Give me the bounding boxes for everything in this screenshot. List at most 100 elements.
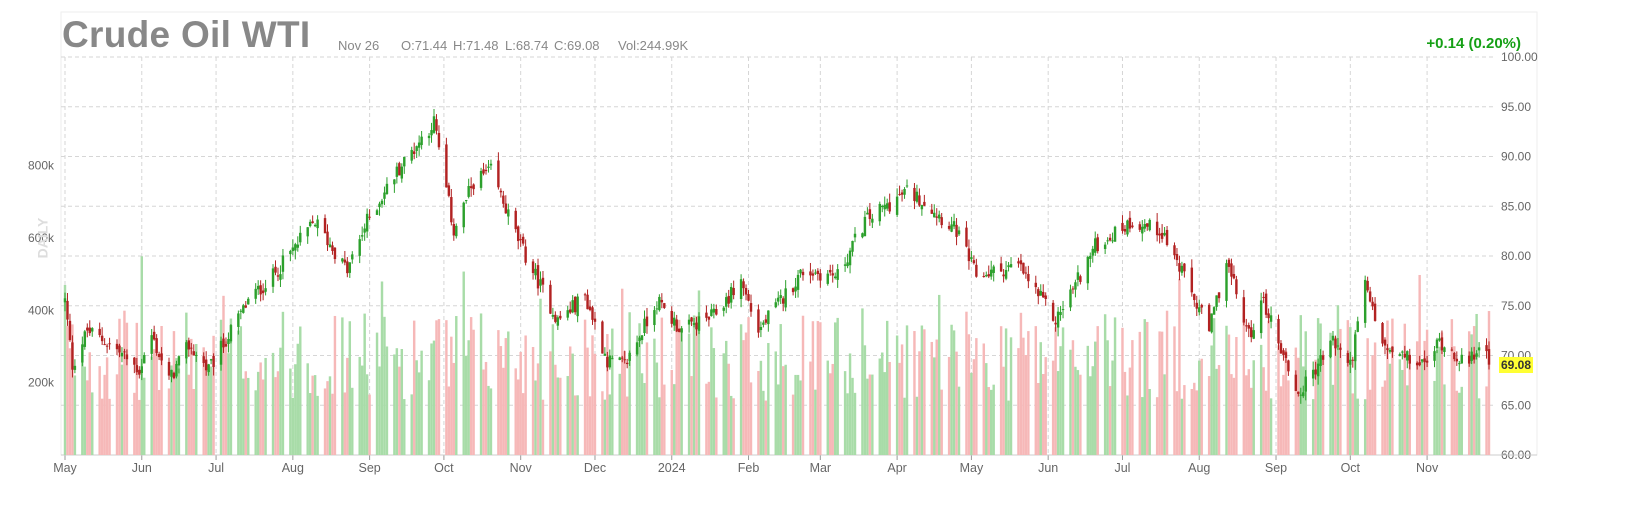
volume-bar — [1485, 386, 1488, 455]
candle-body — [420, 136, 423, 146]
candle-body — [1009, 264, 1013, 268]
x-tick-label: Aug — [1188, 461, 1210, 475]
candle-body — [913, 187, 916, 201]
volume-bar — [140, 256, 143, 455]
candle-body — [1425, 360, 1429, 363]
volume-bar — [1245, 375, 1248, 455]
volume-bar — [853, 392, 857, 455]
volume-bar — [1163, 374, 1166, 455]
volume-bar — [762, 390, 765, 455]
candle-body — [261, 290, 265, 294]
volume-bar — [271, 352, 275, 455]
candle-body — [715, 309, 718, 315]
volume-bar — [1408, 359, 1411, 455]
volume-bar — [204, 364, 208, 455]
candle-body — [1198, 307, 1201, 313]
volume-bar — [705, 383, 708, 455]
candle-body — [559, 315, 562, 319]
candle-body — [831, 273, 834, 276]
candle-body — [918, 195, 921, 206]
candle-body — [1282, 350, 1285, 355]
volume-bar — [1235, 337, 1238, 455]
volume-bar — [816, 321, 820, 455]
volume-bar — [1472, 326, 1476, 455]
candle-body — [985, 275, 988, 277]
candle-body — [663, 303, 666, 308]
candle-body — [888, 202, 891, 212]
volume-bar — [1294, 347, 1298, 455]
candle-body — [1160, 232, 1164, 239]
volume-bar — [1247, 369, 1250, 455]
candle-body — [1487, 349, 1491, 365]
volume-bar — [935, 339, 938, 455]
candle-body — [1455, 358, 1459, 362]
volume-bar — [71, 324, 74, 455]
volume-bar — [455, 316, 458, 455]
candle-body — [653, 310, 656, 326]
candle-body — [1103, 244, 1107, 250]
volume-bar — [1037, 383, 1040, 455]
volume-bar — [502, 367, 505, 455]
volume-bar — [190, 338, 193, 455]
candle-body — [1042, 291, 1045, 298]
volume-bar — [603, 399, 607, 455]
volume-bar — [715, 397, 718, 455]
volume-bar — [383, 316, 386, 455]
candle-body — [521, 236, 525, 244]
volume-bar — [1113, 317, 1117, 455]
volume-bar — [1079, 374, 1082, 455]
volume-bar — [1475, 313, 1478, 455]
candle-body — [982, 275, 986, 277]
candle-body — [1039, 290, 1042, 296]
volume-bar — [784, 364, 787, 455]
candle-body — [905, 185, 909, 187]
volume-bar — [328, 376, 332, 455]
volume-bar — [521, 393, 525, 455]
candle-body — [73, 365, 77, 370]
volume-bar — [905, 325, 909, 455]
volume-bar — [224, 341, 228, 455]
candle-body — [1366, 280, 1369, 291]
candle-body — [881, 205, 884, 208]
quote-volume: Vol:244.99K — [618, 38, 689, 53]
volume-bar — [469, 317, 473, 455]
volume-bar — [878, 358, 881, 455]
volume-bar — [427, 380, 431, 455]
volume-bar — [415, 360, 418, 455]
candle-body — [779, 295, 782, 299]
candle-body — [853, 233, 857, 238]
x-tick-label: Aug — [282, 461, 304, 475]
x-tick-label: Nov — [510, 461, 533, 475]
volume-bar — [1311, 399, 1315, 455]
volume-bar — [1329, 332, 1332, 455]
x-tick-label: Jun — [132, 461, 152, 475]
volume-bar — [172, 331, 176, 455]
volume-bar — [725, 340, 728, 455]
candle-body — [1420, 359, 1424, 362]
volume-bar — [299, 326, 302, 455]
volume-bar — [365, 374, 369, 455]
volume-bar — [866, 378, 869, 455]
volume-bar — [851, 377, 854, 455]
candle-body — [1316, 363, 1320, 377]
volume-bar — [209, 366, 213, 455]
volume-bar — [653, 338, 656, 455]
candle-body — [762, 322, 765, 325]
candle-body — [885, 203, 889, 209]
volume-bar — [133, 392, 136, 455]
candle-body — [323, 218, 327, 234]
candle-body — [105, 345, 109, 347]
candle-body — [1190, 267, 1194, 293]
candle-body — [256, 285, 260, 290]
candle-body — [1059, 311, 1062, 316]
candle-body — [1096, 237, 1099, 252]
y-tick-label: 90.00 — [1501, 150, 1531, 164]
volume-bar — [1297, 357, 1300, 455]
candle-body — [385, 183, 389, 194]
x-tick-label: May — [960, 461, 984, 475]
candle-body — [1111, 240, 1114, 242]
candle-body — [63, 298, 67, 303]
volume-bar — [417, 372, 421, 455]
volume-bar — [1453, 346, 1456, 455]
candle-body — [98, 328, 101, 336]
